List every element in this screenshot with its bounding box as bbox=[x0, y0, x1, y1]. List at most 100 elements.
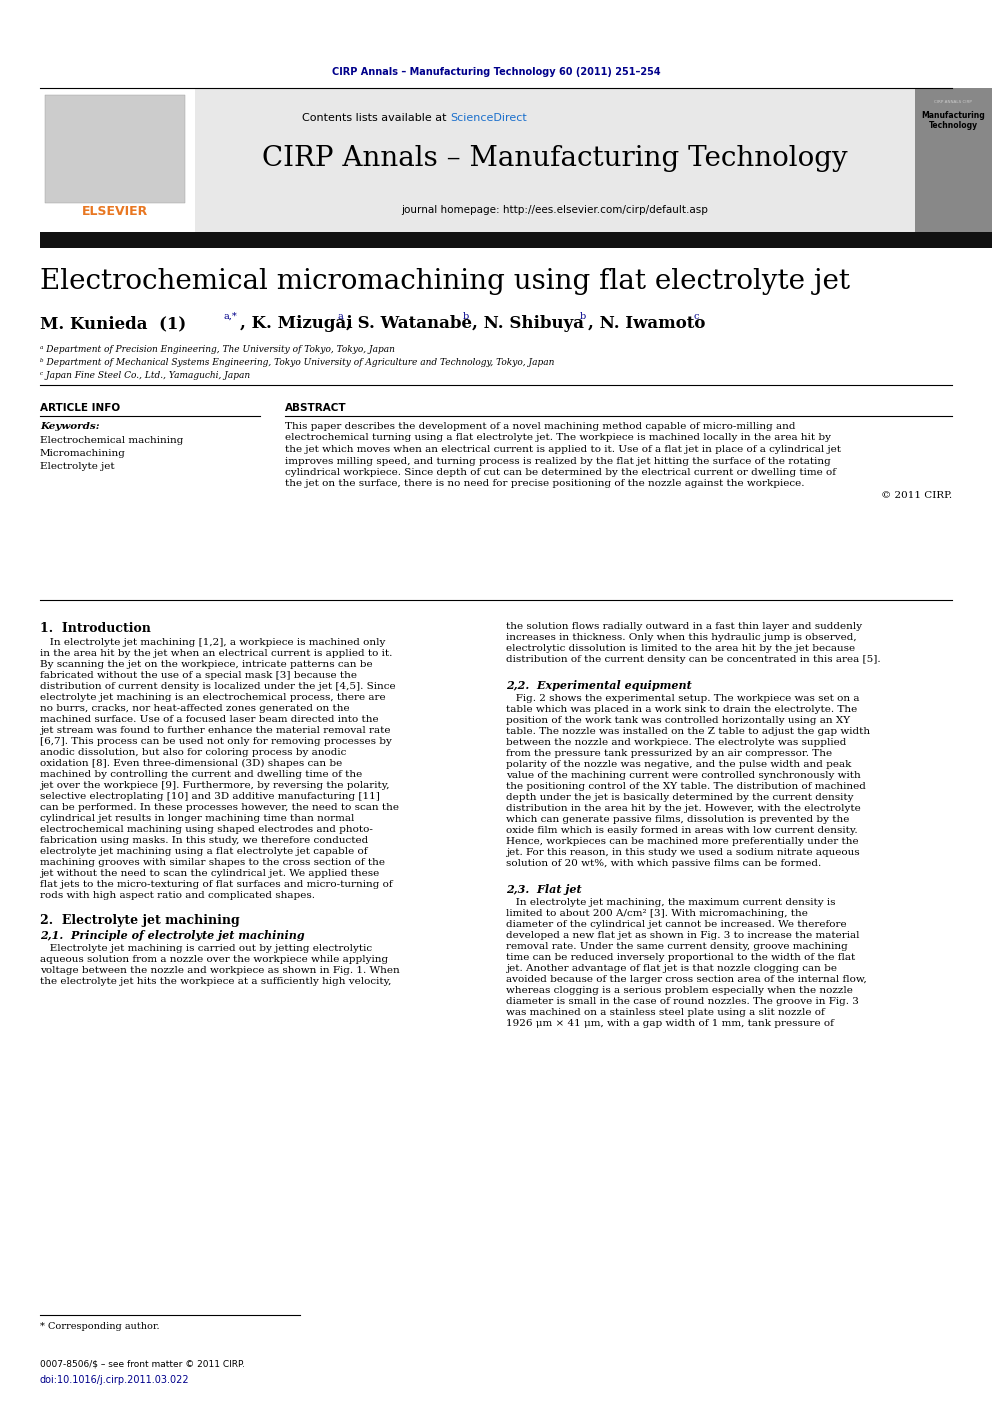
Text: electrolyte jet machining using a flat electrolyte jet capable of: electrolyte jet machining using a flat e… bbox=[40, 847, 367, 856]
Text: oxide film which is easily formed in areas with low current density.: oxide film which is easily formed in are… bbox=[506, 826, 858, 835]
Text: jet. Another advantage of flat jet is that nozzle clogging can be: jet. Another advantage of flat jet is th… bbox=[506, 964, 837, 974]
Text: * Corresponding author.: * Corresponding author. bbox=[40, 1322, 160, 1331]
Text: CIRP ANNALS CIRP: CIRP ANNALS CIRP bbox=[934, 100, 972, 104]
Text: polarity of the nozzle was negative, and the pulse width and peak: polarity of the nozzle was negative, and… bbox=[506, 760, 851, 769]
Text: position of the work tank was controlled horizontally using an XY: position of the work tank was controlled… bbox=[506, 716, 850, 725]
Text: 0007-8506/$ – see front matter © 2011 CIRP.: 0007-8506/$ – see front matter © 2011 CI… bbox=[40, 1360, 245, 1369]
Text: electrolytic dissolution is limited to the area hit by the jet because: electrolytic dissolution is limited to t… bbox=[506, 644, 855, 652]
Text: distribution of current density is localized under the jet [4,5]. Since: distribution of current density is local… bbox=[40, 682, 396, 692]
Text: table. The nozzle was installed on the Z table to adjust the gap width: table. The nozzle was installed on the Z… bbox=[506, 727, 870, 737]
Text: Electrolyte jet: Electrolyte jet bbox=[40, 462, 115, 471]
Text: in the area hit by the jet when an electrical current is applied to it.: in the area hit by the jet when an elect… bbox=[40, 650, 393, 658]
Text: In electrolyte jet machining, the maximum current density is: In electrolyte jet machining, the maximu… bbox=[506, 898, 835, 906]
Text: By scanning the jet on the workpiece, intricate patterns can be: By scanning the jet on the workpiece, in… bbox=[40, 659, 373, 669]
Bar bbox=[195, 88, 915, 233]
Text: the jet on the surface, there is no need for precise positioning of the nozzle a: the jet on the surface, there is no need… bbox=[285, 480, 805, 488]
Text: depth under the jet is basically determined by the current density: depth under the jet is basically determi… bbox=[506, 793, 853, 803]
Text: ABSTRACT: ABSTRACT bbox=[285, 403, 346, 412]
Text: Hence, workpieces can be machined more preferentially under the: Hence, workpieces can be machined more p… bbox=[506, 838, 859, 846]
Text: voltage between the nozzle and workpiece as shown in Fig. 1. When: voltage between the nozzle and workpiece… bbox=[40, 967, 400, 975]
Text: the positioning control of the XY table. The distribution of machined: the positioning control of the XY table.… bbox=[506, 781, 866, 791]
Text: ELSEVIER: ELSEVIER bbox=[82, 205, 148, 217]
Text: improves milling speed, and turning process is realized by the flat jet hitting : improves milling speed, and turning proc… bbox=[285, 456, 830, 466]
Text: diameter of the cylindrical jet cannot be increased. We therefore: diameter of the cylindrical jet cannot b… bbox=[506, 920, 846, 929]
Text: distribution in the area hit by the jet. However, with the electrolyte: distribution in the area hit by the jet.… bbox=[506, 804, 861, 812]
Text: M. Kunieda  (1): M. Kunieda (1) bbox=[40, 316, 186, 333]
Text: avoided because of the larger cross section area of the internal flow,: avoided because of the larger cross sect… bbox=[506, 975, 867, 984]
Text: 2,3.  Flat jet: 2,3. Flat jet bbox=[506, 884, 581, 895]
Text: removal rate. Under the same current density, groove machining: removal rate. Under the same current den… bbox=[506, 941, 848, 951]
Text: no burrs, cracks, nor heat-affected zones generated on the: no burrs, cracks, nor heat-affected zone… bbox=[40, 704, 349, 713]
Text: 2,2.  Experimental equipment: 2,2. Experimental equipment bbox=[506, 680, 691, 692]
Text: jet. For this reason, in this study we used a sodium nitrate aqueous: jet. For this reason, in this study we u… bbox=[506, 847, 860, 857]
Text: Electrochemical micromachining using flat electrolyte jet: Electrochemical micromachining using fla… bbox=[40, 268, 850, 295]
Bar bbox=[915, 88, 992, 233]
Text: which can generate passive films, dissolution is prevented by the: which can generate passive films, dissol… bbox=[506, 815, 849, 824]
Text: cylindrical jet results in longer machining time than normal: cylindrical jet results in longer machin… bbox=[40, 814, 354, 824]
Text: between the nozzle and workpiece. The electrolyte was supplied: between the nozzle and workpiece. The el… bbox=[506, 738, 846, 746]
Text: ᵇ Department of Mechanical Systems Engineering, Tokyo University of Agriculture : ᵇ Department of Mechanical Systems Engin… bbox=[40, 358, 555, 368]
Text: Keywords:: Keywords: bbox=[40, 422, 99, 431]
Text: [6,7]. This process can be used not only for removing processes by: [6,7]. This process can be used not only… bbox=[40, 737, 392, 746]
Text: flat jets to the micro-texturing of flat surfaces and micro-turning of: flat jets to the micro-texturing of flat… bbox=[40, 880, 393, 890]
Text: jet without the need to scan the cylindrical jet. We applied these: jet without the need to scan the cylindr… bbox=[40, 868, 379, 878]
Text: cylindrical workpiece. Since depth of cut can be determined by the electrical cu: cylindrical workpiece. Since depth of cu… bbox=[285, 469, 836, 477]
Text: This paper describes the development of a novel machining method capable of micr: This paper describes the development of … bbox=[285, 422, 796, 431]
Text: fabricated without the use of a special mask [3] because the: fabricated without the use of a special … bbox=[40, 671, 357, 680]
Text: doi:10.1016/j.cirp.2011.03.022: doi:10.1016/j.cirp.2011.03.022 bbox=[40, 1375, 189, 1385]
Text: Manufacturing
Technology: Manufacturing Technology bbox=[922, 111, 985, 130]
Text: , N. Shibuya: , N. Shibuya bbox=[472, 316, 584, 333]
Text: a,*: a,* bbox=[224, 311, 238, 321]
Text: rods with high aspect ratio and complicated shapes.: rods with high aspect ratio and complica… bbox=[40, 891, 315, 899]
Bar bbox=[40, 88, 195, 233]
Text: machined surface. Use of a focused laser beam directed into the: machined surface. Use of a focused laser… bbox=[40, 716, 379, 724]
Text: electrochemical machining using shaped electrodes and photo-: electrochemical machining using shaped e… bbox=[40, 825, 373, 833]
Text: developed a new flat jet as shown in Fig. 3 to increase the material: developed a new flat jet as shown in Fig… bbox=[506, 932, 859, 940]
Text: whereas clogging is a serious problem especially when the nozzle: whereas clogging is a serious problem es… bbox=[506, 986, 853, 995]
Text: jet over the workpiece [9]. Furthermore, by reversing the polarity,: jet over the workpiece [9]. Furthermore,… bbox=[40, 781, 390, 790]
Text: aqueous solution from a nozzle over the workpiece while applying: aqueous solution from a nozzle over the … bbox=[40, 955, 388, 964]
Text: 1926 μm × 41 μm, with a gap width of 1 mm, tank pressure of: 1926 μm × 41 μm, with a gap width of 1 m… bbox=[506, 1019, 834, 1028]
Text: the electrolyte jet hits the workpiece at a sufficiently high velocity,: the electrolyte jet hits the workpiece a… bbox=[40, 976, 392, 986]
Text: was machined on a stainless steel plate using a slit nozzle of: was machined on a stainless steel plate … bbox=[506, 1007, 824, 1017]
Text: time can be reduced inversely proportional to the width of the flat: time can be reduced inversely proportion… bbox=[506, 953, 855, 962]
Text: 2,1.  Principle of electrolyte jet machining: 2,1. Principle of electrolyte jet machin… bbox=[40, 930, 305, 941]
Text: © 2011 CIRP.: © 2011 CIRP. bbox=[881, 491, 952, 499]
Text: b: b bbox=[463, 311, 469, 321]
Text: jet stream was found to further enhance the material removal rate: jet stream was found to further enhance … bbox=[40, 725, 391, 735]
Text: table which was placed in a work sink to drain the electrolyte. The: table which was placed in a work sink to… bbox=[506, 704, 857, 714]
Text: b: b bbox=[580, 311, 586, 321]
Text: the jet which moves when an electrical current is applied to it. Use of a flat j: the jet which moves when an electrical c… bbox=[285, 445, 841, 455]
Text: machined by controlling the current and dwelling time of the: machined by controlling the current and … bbox=[40, 770, 362, 779]
Text: oxidation [8]. Even three-dimensional (3D) shapes can be: oxidation [8]. Even three-dimensional (3… bbox=[40, 759, 342, 767]
Text: distribution of the current density can be concentrated in this area [5].: distribution of the current density can … bbox=[506, 655, 881, 664]
Text: ScienceDirect: ScienceDirect bbox=[450, 114, 527, 123]
Text: limited to about 200 A/cm² [3]. With micromachining, the: limited to about 200 A/cm² [3]. With mic… bbox=[506, 909, 807, 918]
Bar bbox=[40, 231, 992, 248]
Text: value of the machining current were controlled synchronously with: value of the machining current were cont… bbox=[506, 772, 861, 780]
Text: Fig. 2 shows the experimental setup. The workpiece was set on a: Fig. 2 shows the experimental setup. The… bbox=[506, 694, 859, 703]
Text: from the pressure tank pressurized by an air compressor. The: from the pressure tank pressurized by an… bbox=[506, 749, 832, 758]
Text: , N. Iwamoto: , N. Iwamoto bbox=[588, 316, 705, 333]
Text: In electrolyte jet machining [1,2], a workpiece is machined only: In electrolyte jet machining [1,2], a wo… bbox=[40, 638, 385, 647]
Text: Electrolyte jet machining is carried out by jetting electrolytic: Electrolyte jet machining is carried out… bbox=[40, 944, 372, 953]
Text: can be performed. In these processes however, the need to scan the: can be performed. In these processes how… bbox=[40, 803, 399, 812]
Text: electrolyte jet machining is an electrochemical process, there are: electrolyte jet machining is an electroc… bbox=[40, 693, 386, 702]
Text: , K. Mizugai: , K. Mizugai bbox=[240, 316, 352, 333]
Text: journal homepage: http://ees.elsevier.com/cirp/default.asp: journal homepage: http://ees.elsevier.co… bbox=[402, 205, 708, 215]
Text: solution of 20 wt%, with which passive films can be formed.: solution of 20 wt%, with which passive f… bbox=[506, 859, 821, 868]
Text: electrochemical turning using a flat electrolyte jet. The workpiece is machined : electrochemical turning using a flat ele… bbox=[285, 434, 831, 442]
Text: diameter is small in the case of round nozzles. The groove in Fig. 3: diameter is small in the case of round n… bbox=[506, 998, 859, 1006]
Text: fabrication using masks. In this study, we therefore conducted: fabrication using masks. In this study, … bbox=[40, 836, 368, 845]
Text: 1.  Introduction: 1. Introduction bbox=[40, 622, 151, 636]
Text: c: c bbox=[693, 311, 698, 321]
Text: CIRP Annals – Manufacturing Technology: CIRP Annals – Manufacturing Technology bbox=[262, 145, 848, 173]
Text: anodic dissolution, but also for coloring process by anodic: anodic dissolution, but also for colorin… bbox=[40, 748, 346, 758]
Text: ᵃ Department of Precision Engineering, The University of Tokyo, Tokyo, Japan: ᵃ Department of Precision Engineering, T… bbox=[40, 345, 395, 354]
Bar bbox=[45, 95, 185, 203]
Text: Micromachining: Micromachining bbox=[40, 449, 126, 457]
Text: 2.  Electrolyte jet machining: 2. Electrolyte jet machining bbox=[40, 913, 240, 927]
Text: ARTICLE INFO: ARTICLE INFO bbox=[40, 403, 120, 412]
Text: Electrochemical machining: Electrochemical machining bbox=[40, 436, 184, 445]
Text: ᶜ Japan Fine Steel Co., Ltd., Yamaguchi, Japan: ᶜ Japan Fine Steel Co., Ltd., Yamaguchi,… bbox=[40, 370, 250, 380]
